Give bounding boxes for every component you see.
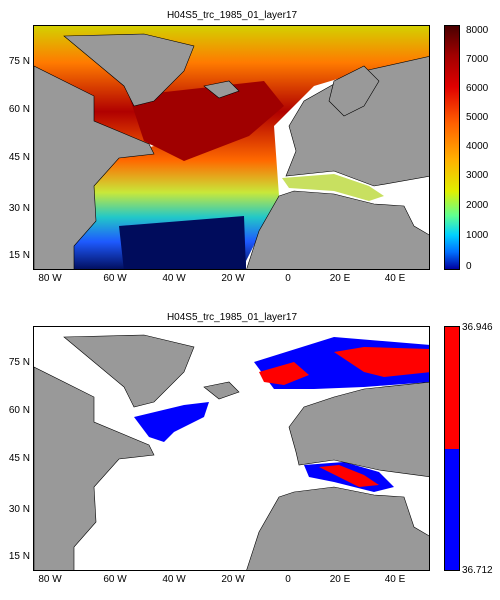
bottom-colorbar	[444, 326, 460, 571]
top-xtick-60w: 60 W	[103, 273, 127, 284]
bottom-xtick-80w: 80 W	[38, 574, 62, 585]
top-land-africa	[246, 190, 429, 269]
bottom-land-europe	[288, 381, 429, 478]
top-cbar-tick-8000: 8000	[466, 25, 489, 36]
bottom-xtick-60w: 60 W	[103, 574, 127, 585]
bottom-ytick-75n: 75 N	[8, 357, 30, 368]
top-core-low	[119, 216, 246, 269]
top-cbar-tick-4000: 4000	[466, 141, 489, 152]
bottom-patch-north-red-2	[259, 362, 309, 385]
bottom-patch-med-red	[319, 465, 379, 487]
top-ytick-60n: 60 N	[8, 104, 30, 115]
top-map-title: H04S5_trc_1985_01_layer17	[166, 10, 298, 21]
top-xtick-80w: 80 W	[38, 273, 62, 284]
top-med-sea	[282, 174, 384, 201]
bottom-map-title: H04S5_trc_1985_01_layer17	[166, 312, 298, 323]
bottom-ytick-45n: 45 N	[8, 453, 30, 464]
top-ytick-30n: 30 N	[8, 203, 30, 214]
top-cbar-tick-3000: 3000	[466, 170, 489, 181]
top-xtick-40w: 40 W	[162, 273, 186, 284]
bottom-land-africa	[246, 486, 429, 570]
top-cbar-tick-2000: 2000	[466, 200, 489, 211]
bottom-land-greenland	[63, 334, 195, 408]
top-xtick-20w: 20 W	[221, 273, 245, 284]
bottom-colorbar-low	[445, 448, 459, 570]
top-cbar-tick-7000: 7000	[466, 54, 489, 65]
bottom-xtick-40w: 40 W	[162, 574, 186, 585]
top-xtick-0: 0	[285, 273, 291, 284]
top-cbar-tick-0: 0	[466, 261, 472, 272]
top-land-scandinavia	[328, 65, 380, 117]
bottom-land-north-america	[34, 366, 155, 570]
bottom-cbar-min: 36.712	[462, 565, 493, 576]
top-ytick-15n: 15 N	[8, 250, 30, 261]
bottom-ytick-30n: 30 N	[8, 504, 30, 515]
bottom-colorbar-high	[445, 327, 459, 449]
top-colorbar	[444, 25, 460, 270]
bottom-cbar-max: 36.946	[462, 322, 493, 333]
bottom-ytick-60n: 60 N	[8, 405, 30, 416]
top-land-greenland	[63, 33, 195, 107]
top-xtick-40e: 40 E	[384, 273, 406, 284]
bottom-xtick-0: 0	[285, 574, 291, 585]
bottom-xtick-20e: 20 E	[329, 574, 351, 585]
bottom-xtick-40e: 40 E	[384, 574, 406, 585]
bottom-land-iceland	[203, 381, 240, 400]
top-cbar-tick-6000: 6000	[466, 83, 489, 94]
top-land-north-america	[34, 65, 155, 269]
bottom-patch-labrador-blue	[134, 402, 209, 442]
bottom-xtick-20w: 20 W	[221, 574, 245, 585]
top-land-iceland	[203, 80, 240, 99]
bottom-map-axes	[33, 326, 430, 571]
top-map-axes	[33, 25, 430, 270]
top-xtick-20e: 20 E	[329, 273, 351, 284]
top-ytick-75n: 75 N	[8, 56, 30, 67]
bottom-patch-north-red	[334, 347, 429, 377]
top-ytick-45n: 45 N	[8, 152, 30, 163]
top-cbar-tick-5000: 5000	[466, 112, 489, 123]
top-core-high	[129, 81, 284, 161]
bottom-ytick-15n: 15 N	[8, 551, 30, 562]
top-cbar-tick-1000: 1000	[466, 230, 489, 241]
